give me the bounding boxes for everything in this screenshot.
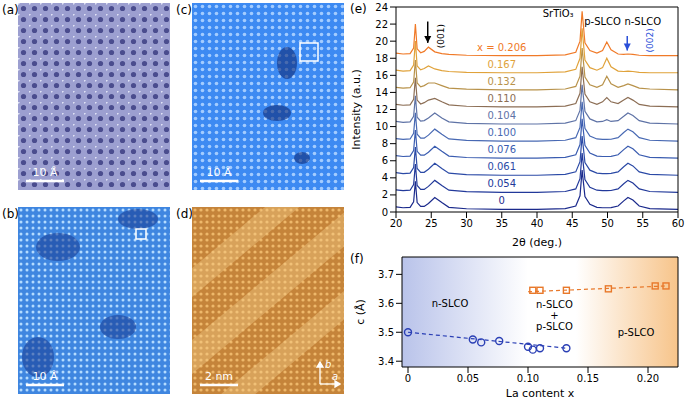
svg-text:p-SLCO: p-SLCO — [584, 16, 621, 27]
svg-text:14: 14 — [375, 87, 388, 98]
svg-text:8: 8 — [382, 138, 388, 149]
svg-text:0.054: 0.054 — [487, 178, 516, 189]
svg-text:n-SLCO+p-SLCO: n-SLCO+p-SLCO — [536, 298, 573, 331]
svg-text:La content x: La content x — [506, 387, 575, 399]
svg-text:18: 18 — [375, 53, 388, 64]
svg-text:0: 0 — [499, 195, 505, 206]
svg-text:0.15: 0.15 — [577, 373, 599, 384]
svg-text:3.7: 3.7 — [378, 269, 394, 280]
svg-text:(f): (f) — [350, 252, 364, 266]
svg-text:x = 0.206: x = 0.206 — [477, 42, 526, 53]
svg-text:0.061: 0.061 — [487, 161, 516, 172]
svg-text:10 Å: 10 Å — [206, 166, 231, 179]
svg-text:2θ (deg.): 2θ (deg.) — [512, 236, 562, 248]
svg-text:(001): (001) — [436, 24, 446, 48]
svg-text:(c): (c) — [176, 3, 192, 17]
svg-text:3.5: 3.5 — [378, 327, 394, 338]
svg-text:0.076: 0.076 — [487, 144, 516, 155]
svg-text:0.104: 0.104 — [487, 110, 516, 121]
svg-text:3.6: 3.6 — [378, 298, 394, 309]
svg-text:0.05: 0.05 — [457, 373, 479, 384]
svg-text:50: 50 — [601, 218, 614, 229]
svg-text:25: 25 — [425, 218, 438, 229]
svg-text:3.4: 3.4 — [378, 356, 394, 367]
svg-text:SrTiO₃: SrTiO₃ — [543, 8, 574, 19]
svg-text:60: 60 — [672, 218, 685, 229]
svg-text:(d): (d) — [176, 207, 193, 221]
svg-text:(e): (e) — [350, 2, 367, 16]
svg-text:0.100: 0.100 — [487, 127, 516, 138]
svg-text:12: 12 — [375, 104, 388, 115]
svg-text:a: a — [332, 371, 338, 382]
svg-text:b: b — [325, 359, 331, 370]
svg-text:45: 45 — [566, 218, 579, 229]
svg-text:p-SLCO: p-SLCO — [618, 327, 655, 338]
svg-text:30: 30 — [460, 218, 473, 229]
svg-text:0.20: 0.20 — [637, 373, 659, 384]
svg-text:(a): (a) — [2, 3, 19, 17]
svg-text:22: 22 — [375, 19, 388, 30]
svg-text:0.132: 0.132 — [487, 76, 516, 87]
svg-text:c (Å): c (Å) — [354, 299, 367, 325]
svg-text:40: 40 — [531, 218, 544, 229]
svg-text:6: 6 — [382, 155, 388, 166]
svg-text:55: 55 — [636, 218, 649, 229]
svg-text:4: 4 — [382, 172, 388, 183]
svg-text:0: 0 — [405, 373, 411, 384]
svg-text:(002): (002) — [645, 28, 655, 52]
svg-text:16: 16 — [375, 70, 388, 81]
svg-text:2: 2 — [382, 189, 388, 200]
svg-text:2 nm: 2 nm — [205, 370, 233, 383]
svg-text:0.167: 0.167 — [487, 59, 516, 70]
svg-text:10 Å: 10 Å — [32, 370, 57, 383]
svg-text:10 Å: 10 Å — [32, 166, 57, 179]
svg-text:20: 20 — [390, 218, 403, 229]
svg-text:35: 35 — [495, 218, 508, 229]
svg-text:0: 0 — [382, 207, 388, 218]
svg-text:10: 10 — [375, 121, 388, 132]
svg-text:0.10: 0.10 — [517, 373, 539, 384]
svg-text:Intensity (a.u.): Intensity (a.u.) — [350, 69, 363, 150]
svg-text:n-SLCO: n-SLCO — [432, 298, 469, 309]
svg-text:20: 20 — [375, 36, 388, 47]
svg-text:(b): (b) — [2, 207, 19, 221]
svg-text:n-SLCO: n-SLCO — [624, 16, 661, 27]
svg-text:24: 24 — [375, 2, 388, 13]
svg-text:0.110: 0.110 — [487, 93, 516, 104]
